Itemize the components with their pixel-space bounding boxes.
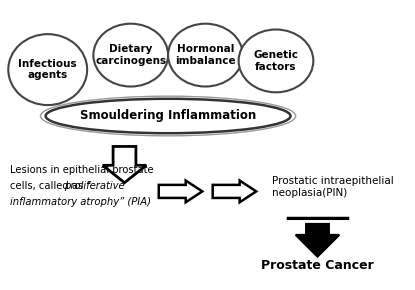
Ellipse shape	[168, 24, 243, 86]
Text: cells, called as “: cells, called as “	[10, 181, 92, 191]
Polygon shape	[103, 146, 146, 183]
Text: Smouldering Inflammation: Smouldering Inflammation	[80, 110, 256, 122]
Text: Dietary
carcinogens: Dietary carcinogens	[95, 44, 166, 66]
Text: Prostate Cancer: Prostate Cancer	[261, 259, 374, 272]
Text: Infectious
agents: Infectious agents	[18, 59, 77, 80]
Text: inflammatory atrophy” (PIA): inflammatory atrophy” (PIA)	[10, 197, 151, 206]
Text: Hormonal
imbalance: Hormonal imbalance	[175, 44, 236, 66]
Text: Genetic
factors: Genetic factors	[254, 50, 298, 72]
Text: Prostatic intraepithelial
neoplasia(PIN): Prostatic intraepithelial neoplasia(PIN)	[272, 176, 393, 198]
Polygon shape	[295, 222, 339, 257]
Ellipse shape	[46, 99, 290, 133]
Ellipse shape	[239, 30, 313, 92]
Ellipse shape	[8, 34, 87, 105]
Text: proliferative: proliferative	[64, 181, 125, 191]
Text: Lesions in epithelial prostate: Lesions in epithelial prostate	[10, 165, 154, 175]
Ellipse shape	[93, 24, 168, 86]
Polygon shape	[159, 180, 203, 202]
Polygon shape	[212, 180, 256, 202]
Ellipse shape	[41, 96, 295, 136]
